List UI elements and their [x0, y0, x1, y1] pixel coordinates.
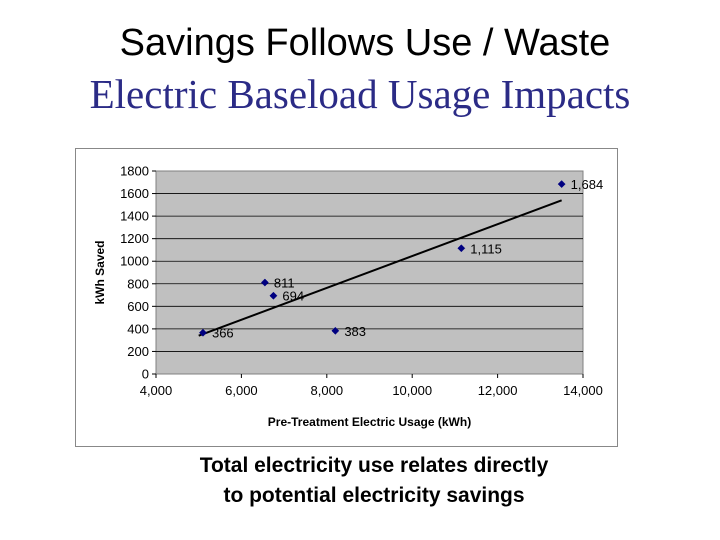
- data-point-label: 1,684: [571, 177, 604, 192]
- y-tick-label: 200: [127, 344, 149, 359]
- slide-title: Savings Follows Use / Waste: [119, 22, 611, 64]
- y-tick-label: 800: [127, 276, 149, 291]
- y-tick-label: 1200: [120, 231, 149, 246]
- slide-caption: Total electricity use relates directly t…: [0, 451, 720, 511]
- data-point-label: 694: [282, 289, 304, 304]
- y-tick-label: 400: [127, 321, 149, 336]
- caption-line-2: to potential electricity savings: [223, 484, 525, 507]
- data-point-label: 1,115: [470, 241, 502, 256]
- data-point-marker: [557, 180, 566, 189]
- y-tick-label: 0: [142, 367, 149, 382]
- scatter-chart: 0 200 400 600 800 1000 1200 1400 1600 1800 4,000 6,…: [93, 164, 604, 430]
- data-point-label: 383: [344, 324, 366, 339]
- y-tick-label: 600: [127, 299, 149, 314]
- x-tick-label: 14,000: [563, 383, 603, 398]
- caption-line-1: Total electricity use relates directly: [199, 454, 549, 477]
- data-point-label: 811: [274, 276, 295, 291]
- y-tick-label: 1400: [120, 209, 149, 224]
- data-point-marker: [331, 326, 340, 335]
- x-tick-label: 6,000: [225, 383, 258, 398]
- x-tick-label: 4,000: [140, 383, 173, 398]
- x-axis-title: Pre-Treatment Electric Usage (kWh): [268, 415, 471, 429]
- data-point-marker: [457, 244, 466, 253]
- x-tick-label: 8,000: [311, 383, 344, 398]
- y-axis-title: kWh Saved: [93, 240, 107, 304]
- data-point-marker: [199, 328, 207, 337]
- x-tick-label: 10,000: [392, 383, 432, 398]
- data-point-marker: [260, 278, 269, 287]
- data-point-label: 366: [212, 326, 234, 341]
- data-point-marker: [269, 291, 278, 300]
- slide-subtitle: Electric Baseload Usage Impacts: [89, 71, 631, 117]
- y-tick-label: 1800: [120, 164, 149, 179]
- trendline: [198, 199, 562, 337]
- y-tick-label: 1600: [120, 186, 149, 201]
- x-tick-label: 12,000: [478, 383, 518, 398]
- y-tick-label: 1000: [120, 254, 149, 269]
